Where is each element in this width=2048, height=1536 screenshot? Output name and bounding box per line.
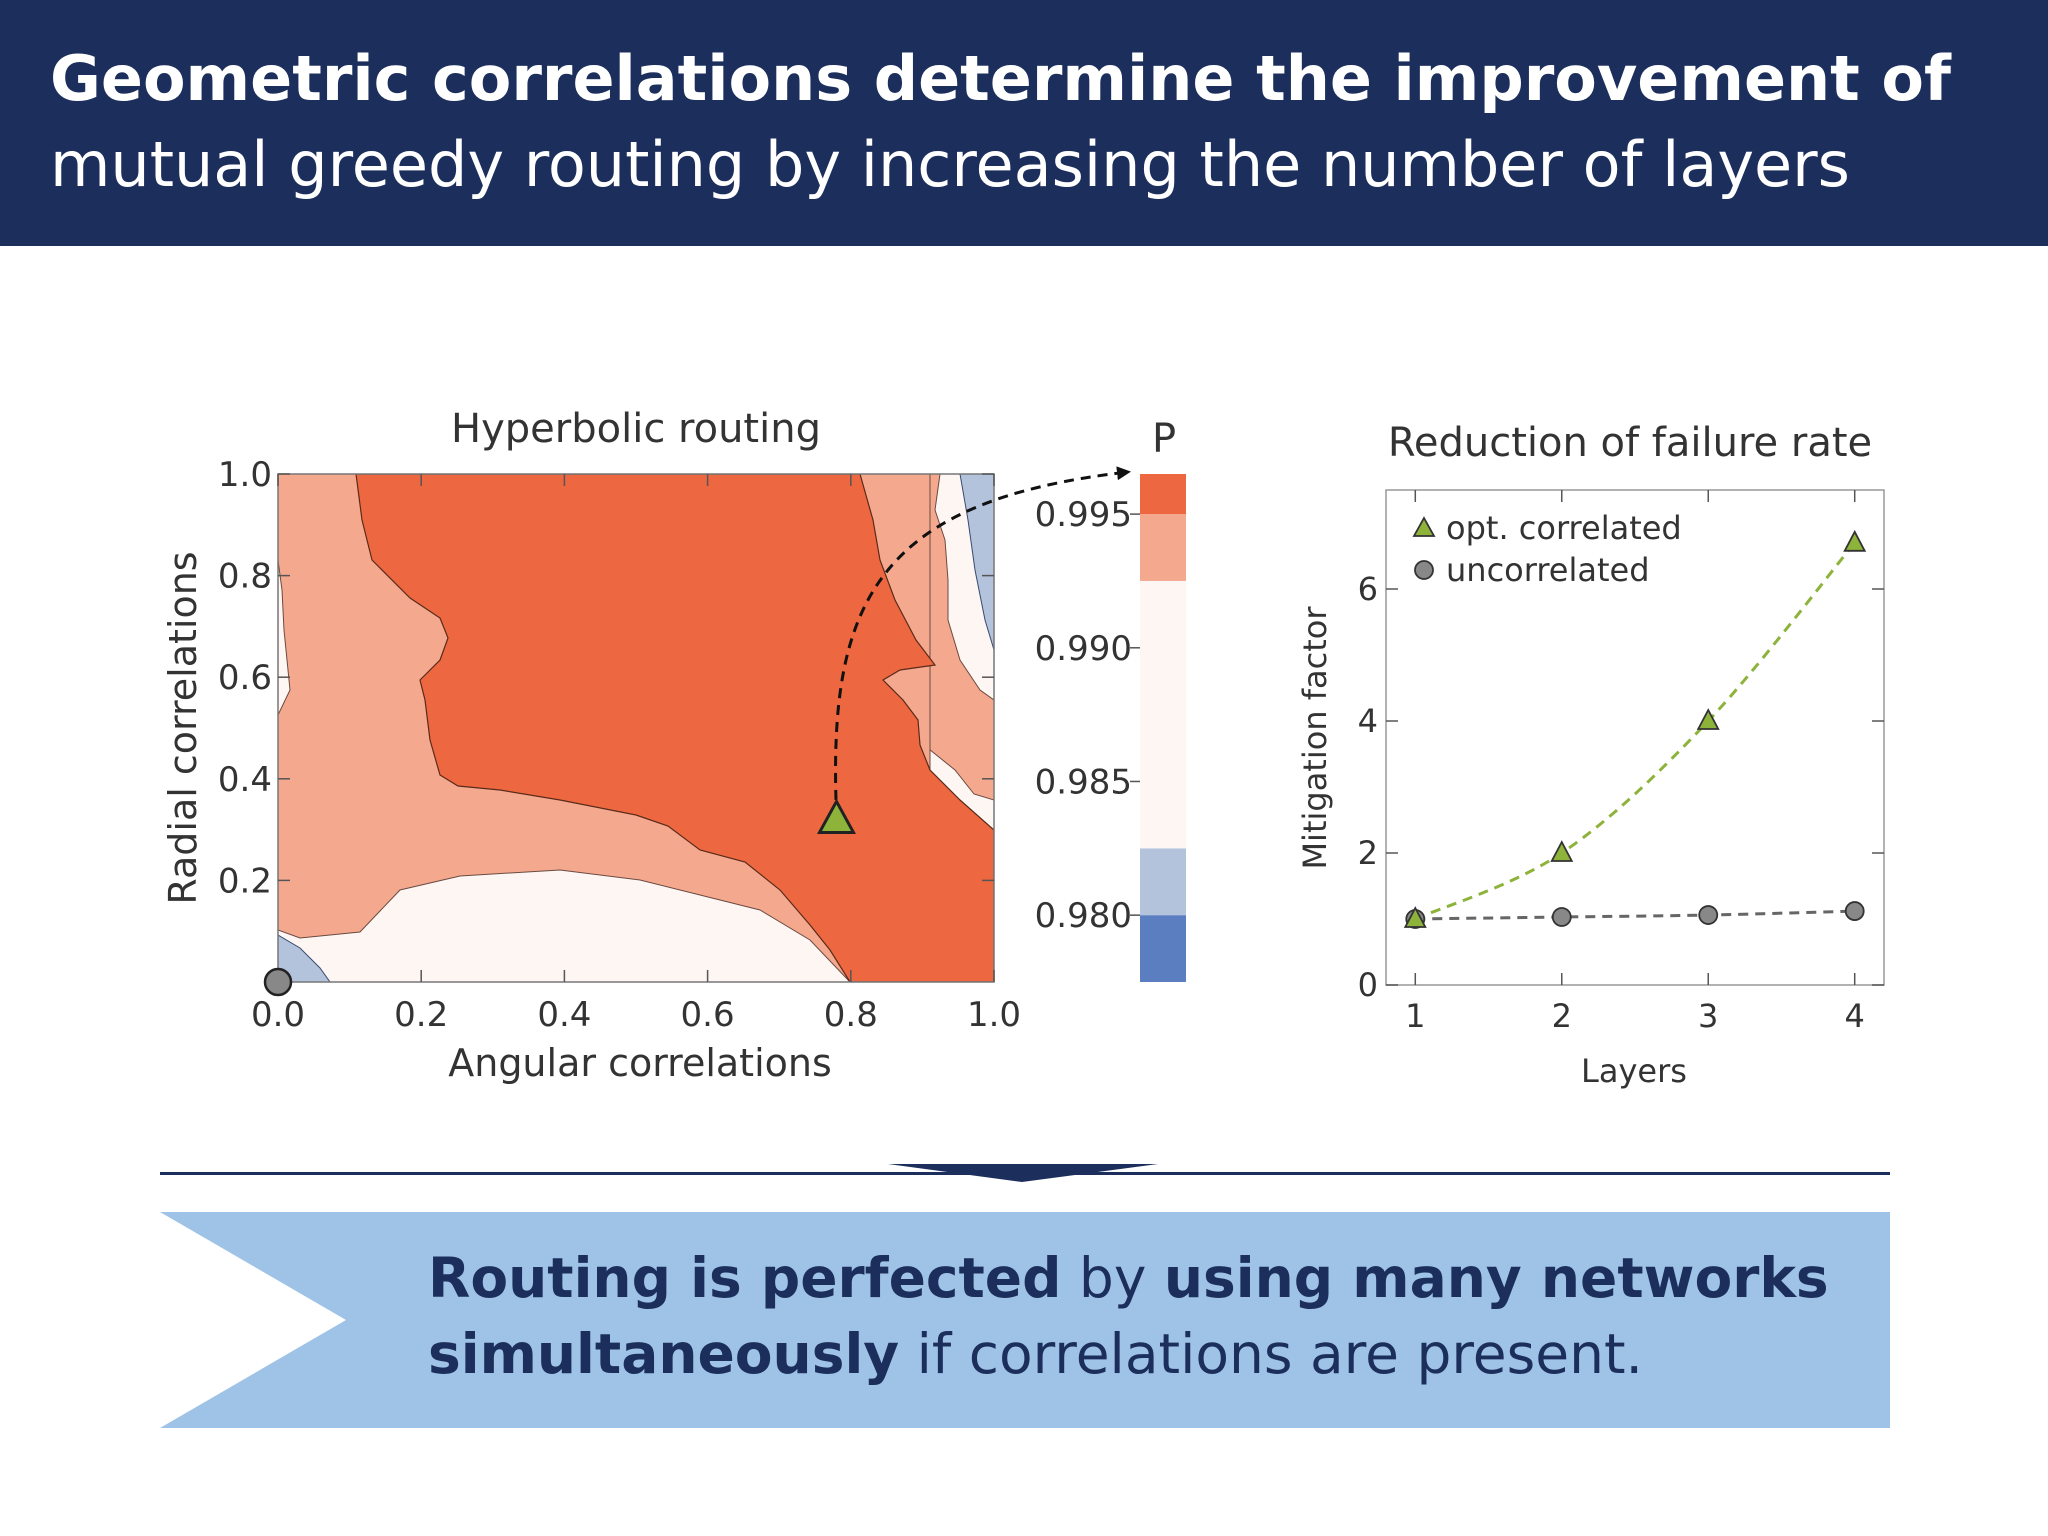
line-chart-series	[1403, 529, 1867, 929]
colorbar: 0.995 0.990 0.985 0.980	[1035, 474, 1186, 982]
heatmap-markers	[263, 798, 857, 997]
series-point-triangle	[1696, 708, 1720, 730]
contour-region-right-blue	[959, 474, 994, 651]
heatmap-x-tick-label: 0.4	[537, 995, 591, 1035]
line-chart-y-axis-label: Mitigation factor	[1296, 606, 1334, 870]
colorbar-segment	[1140, 848, 1186, 916]
line-chart-y-tick-label: 0	[1358, 966, 1378, 1004]
series-point-triangle	[1843, 529, 1867, 552]
series-line-circle	[1415, 909, 1855, 921]
heatmap-frame	[277, 473, 995, 983]
optimal-correlation-marker	[816, 798, 857, 834]
colorbar-tick-label: 0.995	[1035, 495, 1132, 535]
series-line-triangle	[1414, 541, 1856, 921]
heatmap-x-tick-label: 0.6	[681, 995, 735, 1035]
heatmap-y-tick-label: 0.4	[218, 760, 272, 800]
title-line-bold: Geometric correlations determine the imp…	[50, 42, 1951, 115]
series-point-circle	[1551, 907, 1572, 927]
heatmap-y-tick-label: 0.6	[218, 658, 272, 698]
colorbar-segment	[1140, 514, 1186, 581]
line-chart-y-tick-label: 6	[1358, 570, 1378, 608]
conclusion-emphasis-1: Routing is perfected	[428, 1246, 1062, 1310]
heatmap-x-axis-label: Angular correlations	[448, 1041, 832, 1085]
heatmap-y-tick-label: 1.0	[218, 455, 272, 495]
line-chart-ticks: 1 2 3 4 0 2 4 6	[1358, 490, 1884, 1035]
line-chart-x-tick-label: 2	[1552, 997, 1572, 1035]
colorbar-tick-label: 0.990	[1035, 629, 1132, 669]
conclusion-text: Routing is perfected by using many netwo…	[428, 1240, 1868, 1392]
heatmap-x-tick-label: 0.0	[251, 995, 305, 1035]
conclusion-emphasis-2: using many networks simultaneously	[428, 1246, 1829, 1386]
colorbar-segment	[1140, 714, 1186, 849]
contour-region-corner-blue	[278, 934, 331, 982]
line-chart-title: Reduction of failure rate	[1388, 420, 1872, 466]
colorbar-tick-label: 0.985	[1035, 762, 1132, 802]
title-line-light: mutual greedy routing by increasing the …	[50, 128, 1850, 201]
legend-label: uncorrelated	[1446, 551, 1650, 589]
line-chart-frame	[1385, 489, 1885, 986]
divider-line	[160, 1172, 1890, 1175]
line-chart-x-axis-label: Layers	[1581, 1052, 1687, 1090]
colorbar-tick-label: 0.980	[1035, 896, 1132, 936]
header-banner: Geometric correlations determine the imp…	[0, 0, 2048, 246]
contour-region-high	[355, 474, 994, 982]
series-point-circle	[1844, 901, 1865, 921]
conclusion-text-2: by	[1061, 1246, 1164, 1310]
line-chart-x-tick-label: 4	[1845, 997, 1865, 1035]
colorbar-segment	[1140, 580, 1186, 715]
heatmap-ticks: 0.0 0.2 0.4 0.6 0.8 1.0 0.2 0.4 0.6 0.8 1.0	[218, 455, 1021, 1035]
uncorrelated-marker	[263, 967, 293, 997]
heatmap-plot	[278, 474, 994, 982]
conclusion-banner	[160, 1212, 1890, 1428]
series-point-circle	[1698, 905, 1719, 925]
conclusion-text-4: if correlations are present.	[899, 1322, 1643, 1386]
heatmap-y-tick-label: 0.8	[218, 557, 272, 597]
legend-marker-circle	[1414, 560, 1434, 580]
line-chart-legend: opt. correlated uncorrelated	[1412, 509, 1682, 589]
heatmap-title: Hyperbolic routing	[451, 406, 821, 452]
line-chart-x-tick-label: 3	[1698, 997, 1718, 1035]
line-chart-y-tick-label: 4	[1358, 702, 1378, 740]
dashed-arrow	[834, 466, 1131, 801]
line-chart-y-tick-label: 2	[1358, 834, 1378, 872]
colorbar-segment	[1140, 474, 1186, 515]
legend-label: opt. correlated	[1446, 509, 1682, 547]
line-chart-x-tick-label: 1	[1405, 997, 1425, 1035]
heatmap-x-tick-label: 0.8	[824, 995, 878, 1035]
heatmap-x-tick-label: 1.0	[967, 995, 1021, 1035]
series-point-triangle	[1550, 840, 1574, 862]
legend-marker-triangle	[1412, 516, 1436, 537]
heatmap-y-axis-label: Radial correlations	[161, 551, 205, 904]
series-point-triangle	[1403, 906, 1427, 928]
heatmap-y-tick-label: 0.2	[218, 861, 272, 901]
colorbar-label: P	[1152, 416, 1176, 462]
heatmap-x-tick-label: 0.2	[394, 995, 448, 1035]
colorbar-segment	[1140, 915, 1186, 982]
